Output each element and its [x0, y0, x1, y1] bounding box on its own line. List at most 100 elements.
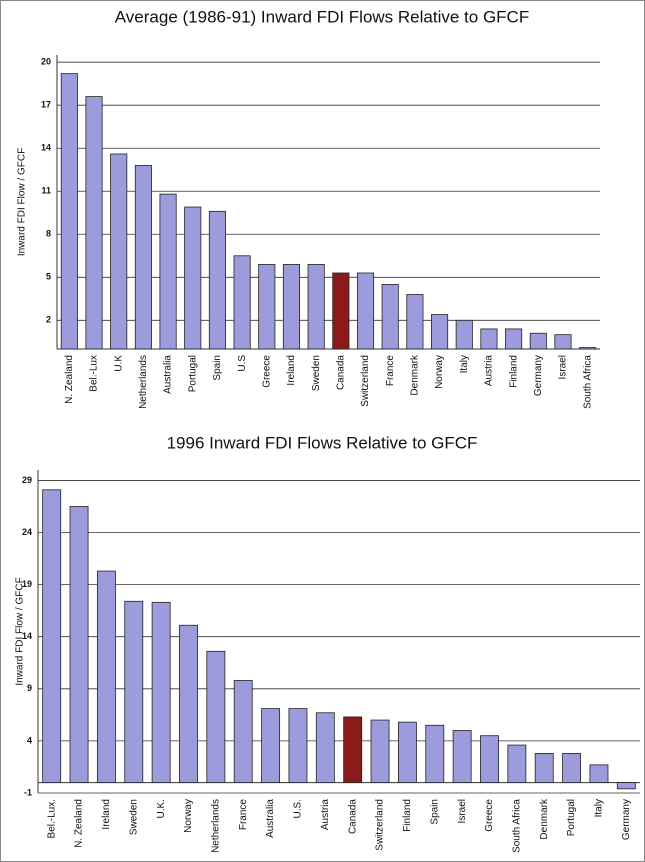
bar	[534, 753, 554, 783]
bar	[258, 263, 276, 350]
x-tick-label: U.K.	[156, 799, 167, 818]
x-tick-label: Sweden	[128, 799, 139, 835]
bar	[480, 328, 498, 350]
x-tick-label: Sweden	[311, 355, 322, 391]
bar	[431, 314, 449, 350]
x-tick-label: Bel.-Lux.	[46, 799, 57, 838]
x-tick-label: Norway	[183, 799, 194, 833]
x-tick-label: Austria	[320, 799, 331, 831]
x-tick-label: Germany	[621, 799, 632, 840]
y-tick-label: 17	[41, 100, 51, 110]
x-tick-label: N. Zealand	[64, 355, 75, 404]
bar	[96, 570, 116, 783]
bar	[206, 650, 226, 783]
bar	[452, 730, 472, 783]
y-tick-label: 5	[46, 272, 51, 282]
y-tick-label: 20	[41, 57, 51, 67]
bar	[208, 210, 226, 350]
bar	[315, 712, 335, 783]
x-tick-label: Denmark	[539, 798, 550, 840]
bar	[616, 782, 636, 790]
x-tick-label: Greece	[484, 799, 495, 832]
x-tick-label: U.S.	[293, 799, 304, 818]
x-tick-label: Ireland	[286, 355, 297, 386]
x-tick-label: Portugal	[566, 799, 577, 836]
x-tick-label: Finland	[402, 799, 413, 832]
bar	[124, 600, 144, 783]
bar	[233, 255, 251, 350]
x-tick-label: Switzerland	[375, 799, 386, 851]
bar	[134, 165, 152, 350]
x-tick-label: Switzerland	[360, 355, 371, 407]
y-tick-label: 9	[27, 683, 32, 693]
x-tick-label: Italy	[594, 799, 605, 817]
x-tick-label: Spain	[429, 799, 440, 825]
x-tick-label: U.S	[237, 355, 248, 372]
y-tick-label: 8	[46, 229, 51, 239]
bar	[42, 489, 62, 783]
x-tick-label: Ireland	[101, 799, 112, 830]
x-tick-label: Norway	[434, 355, 445, 389]
x-tick-label: France	[238, 799, 249, 831]
bar	[529, 332, 547, 350]
bar	[562, 753, 582, 783]
bar	[370, 719, 390, 783]
bar	[179, 624, 198, 783]
bar	[406, 294, 424, 350]
x-tick-label: Spain	[212, 355, 223, 381]
bar	[261, 708, 281, 783]
bar	[554, 334, 572, 350]
chart-title: Average (1986-91) Inward FDI Flows Relat…	[115, 7, 529, 26]
bar	[288, 708, 308, 783]
y-tick-label: 14	[22, 631, 32, 641]
x-tick-label: Greece	[261, 355, 272, 388]
bar	[589, 764, 609, 783]
bar	[455, 319, 473, 350]
bar	[282, 263, 301, 350]
bar	[110, 153, 128, 350]
x-tick-label: Denmark	[410, 354, 421, 396]
y-tick-label: 2	[46, 315, 51, 325]
x-tick-label: Bel.-Lux	[89, 355, 100, 392]
bar	[60, 73, 78, 350]
y-tick-label: 19	[22, 579, 32, 589]
bar	[69, 506, 89, 783]
x-tick-label: South Africa	[582, 355, 593, 409]
x-tick-label: U.K	[113, 355, 124, 372]
x-tick-label: South Africa	[512, 799, 523, 853]
bar	[381, 284, 399, 350]
y-axis-title: Inward FDI Flow / GFCF	[17, 148, 28, 256]
x-tick-label: Australia	[265, 799, 276, 838]
bar	[159, 193, 177, 350]
x-tick-label: N. Zealand	[74, 799, 85, 848]
chart-title: 1996 Inward FDI Flows Relative to GFCF	[167, 433, 478, 452]
bar	[151, 601, 171, 783]
bar	[397, 721, 417, 783]
bar	[233, 680, 253, 783]
y-tick-label: 4	[27, 735, 32, 745]
bar	[332, 272, 350, 350]
bar	[184, 206, 202, 350]
y-tick-label: 29	[22, 475, 32, 485]
bar	[307, 263, 325, 350]
x-tick-label: Italy	[459, 355, 470, 373]
y-tick-label: 24	[22, 527, 32, 537]
bar	[505, 328, 523, 350]
y-tick-label: 11	[41, 186, 51, 196]
x-tick-label: Germany	[533, 355, 544, 396]
x-tick-label: Netherlands	[138, 355, 149, 409]
bar	[343, 716, 363, 783]
x-tick-label: Canada	[347, 799, 358, 834]
x-tick-label: France	[385, 355, 396, 387]
y-tick-label: -1	[24, 787, 32, 797]
bar	[425, 724, 445, 783]
x-tick-label: Portugal	[187, 355, 198, 392]
x-tick-label: Israel	[558, 355, 569, 379]
bar	[507, 744, 527, 783]
x-tick-label: Finland	[508, 355, 519, 388]
x-tick-label: Israel	[457, 799, 468, 823]
bar	[356, 272, 375, 350]
bar	[85, 96, 103, 350]
